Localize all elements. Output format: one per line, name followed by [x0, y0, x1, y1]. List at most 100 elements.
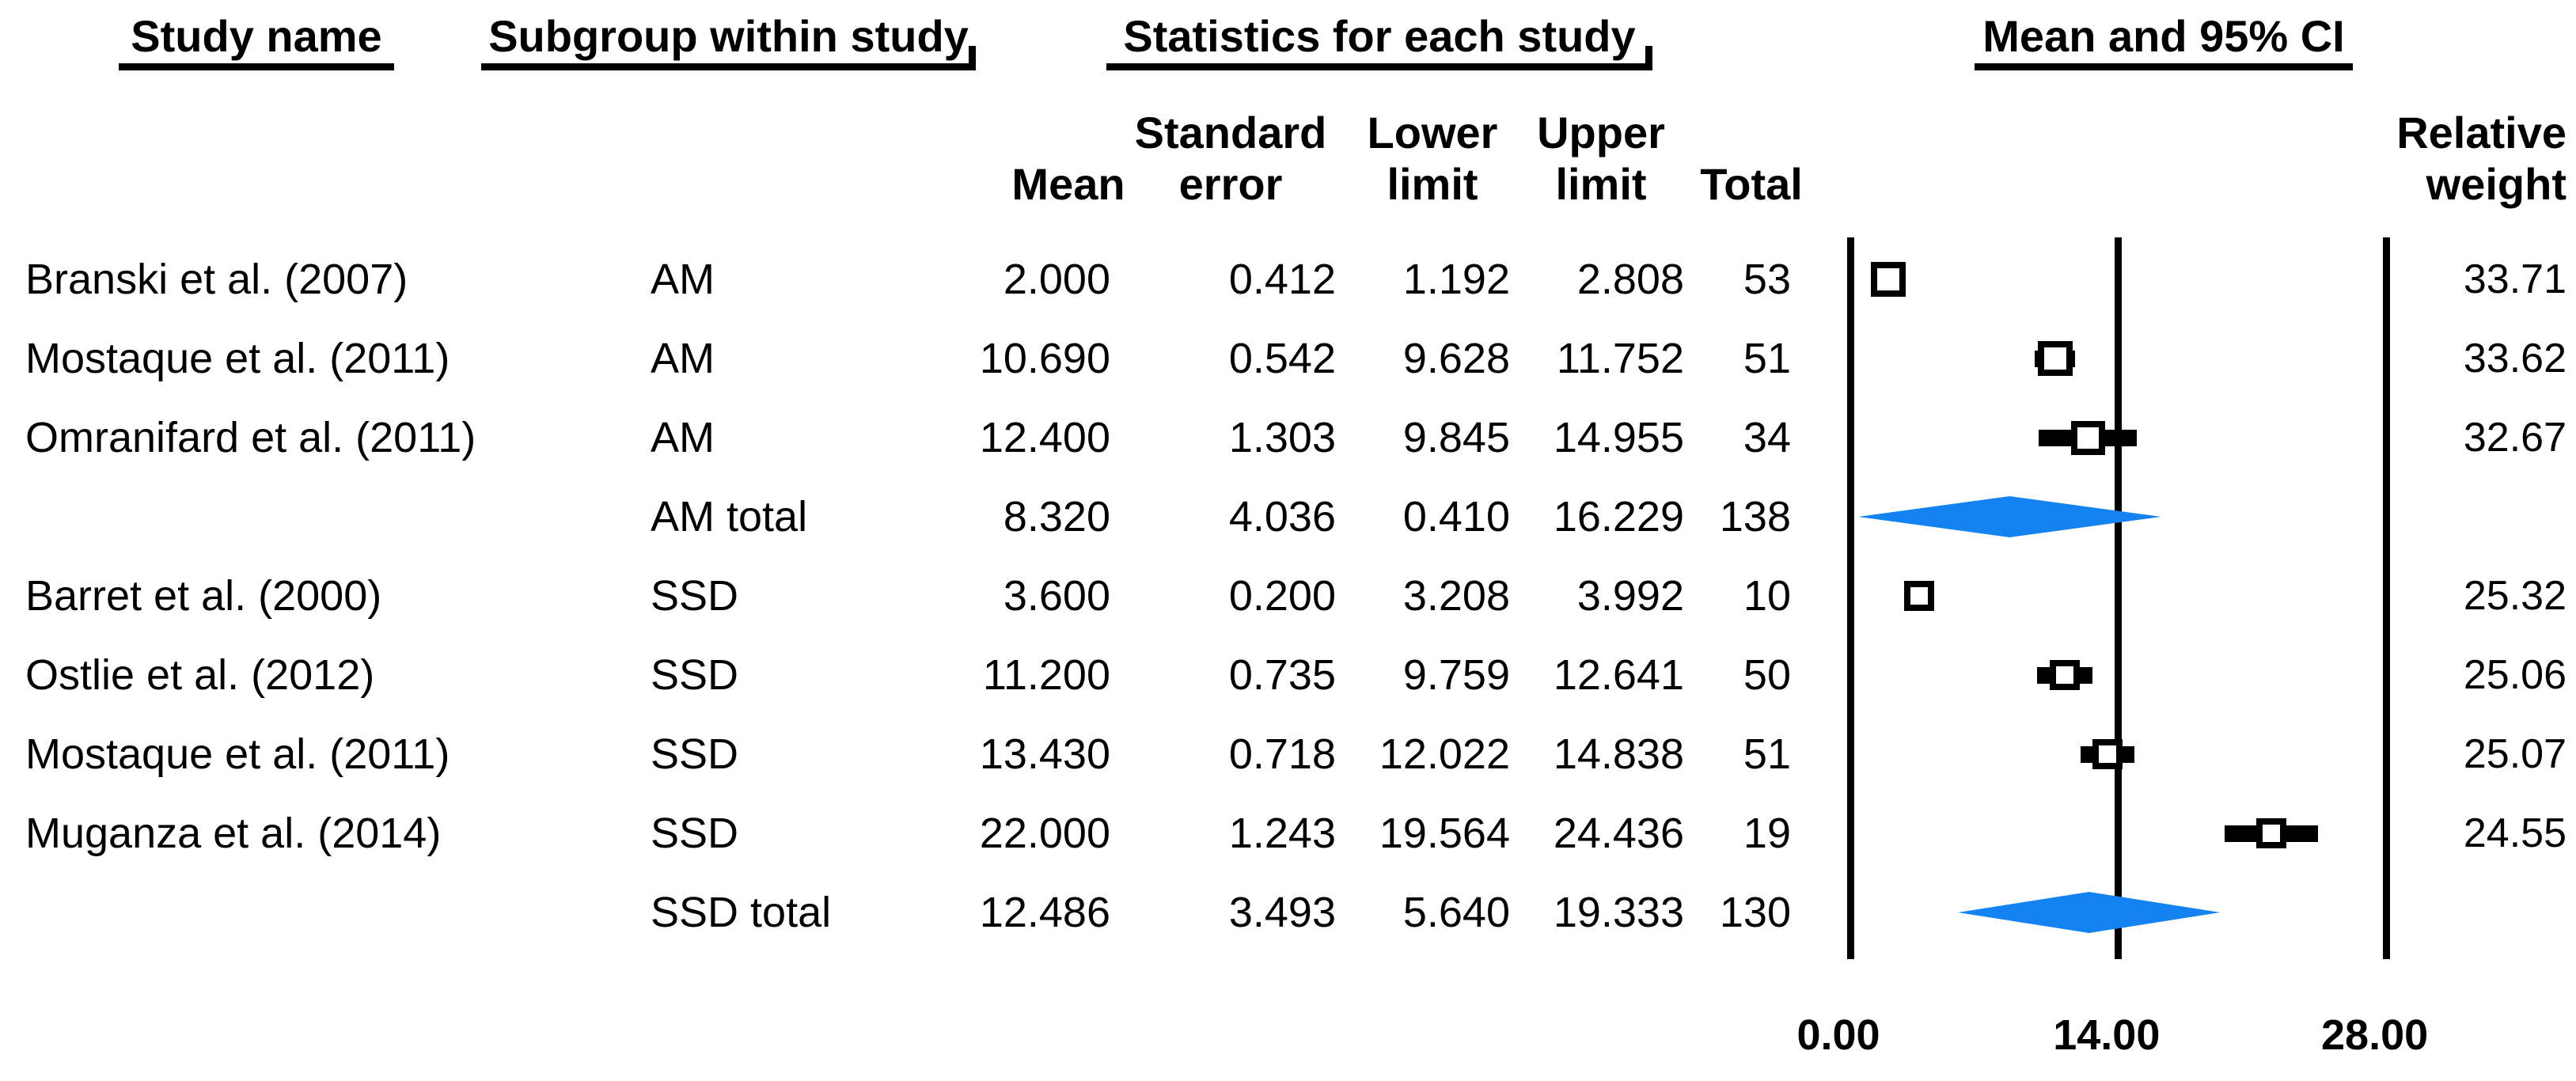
table-row: Ostlie et al. (2012) SSD 11.200 0.735 9.759 1… — [0, 635, 2576, 715]
point-estimate-square — [2037, 341, 2073, 376]
table-row-summary: AM total 8.320 4.036 0.410 16.229 138 — [0, 477, 2576, 556]
table-row: Muganza et al. (2014) SSD 22.000 1.243 19.56… — [0, 794, 2576, 873]
relative-weight-cell: 25.06 — [2463, 652, 2567, 698]
upper-limit-cell: 16.229 — [1553, 493, 1684, 540]
axis-tick-label-0: 0.00 — [1796, 1011, 1880, 1059]
upper-limit-cell: 12.641 — [1553, 651, 1684, 699]
total-cell: 51 — [1743, 335, 1791, 382]
subgroup-cell: AM — [651, 256, 715, 303]
col-header-lower: Lower — [1367, 108, 1498, 157]
upper-limit-cell: 3.992 — [1576, 572, 1684, 620]
relative-weight-cell: 24.55 — [2463, 810, 2567, 856]
relative-weight-cell: 32.67 — [2463, 415, 2567, 461]
relative-weight-cell — [2297, 494, 2567, 540]
total-cell: 51 — [1743, 730, 1791, 778]
mean-cell: 12.486 — [979, 889, 1110, 936]
relative-weight-cell: 33.62 — [2463, 336, 2567, 381]
col-header-error: error — [1178, 159, 1283, 209]
point-estimate-square — [2070, 420, 2105, 455]
upper-limit-cell: 2.808 — [1576, 256, 1684, 303]
summary-diamond — [1857, 496, 2161, 537]
table-row-summary: SSD total 12.486 3.493 5.640 19.333 130 — [0, 873, 2576, 952]
lower-limit-cell: 9.759 — [1402, 651, 1510, 699]
summary-diamond — [1958, 892, 2221, 933]
total-cell: 19 — [1743, 810, 1791, 857]
point-estimate-square — [2050, 660, 2081, 690]
lower-limit-cell: 12.022 — [1379, 730, 1510, 778]
axis-line-center — [2115, 237, 2123, 959]
subgroup-cell: SSD — [651, 651, 739, 699]
study-name-cell: Barret et al. (2000) — [25, 572, 382, 620]
col-header-limit-lower: limit — [1387, 159, 1478, 209]
underline-hook — [969, 46, 976, 70]
relative-weight-cell: 25.32 — [2463, 573, 2567, 619]
upper-limit-cell: 14.955 — [1553, 414, 1684, 461]
header-mean-ci: Mean and 95% CI — [1982, 11, 2345, 61]
lower-limit-cell: 0.410 — [1402, 493, 1510, 540]
col-header-limit-upper: limit — [1555, 159, 1647, 209]
standard-error-cell: 0.735 — [1228, 651, 1336, 699]
header-subgroup: Subgroup within study — [488, 11, 969, 61]
header-statistics-underline — [1106, 46, 1652, 70]
study-name-cell: Ostlie et al. (2012) — [25, 651, 375, 699]
table-row: Omranifard et al. (2011) AM 12.400 1.303 9.8… — [0, 398, 2576, 477]
header-statistics: Statistics for each study — [1123, 11, 1636, 61]
upper-limit-cell: 11.752 — [1556, 335, 1684, 382]
subgroup-cell: AM — [651, 414, 715, 461]
point-estimate-square — [2256, 818, 2287, 848]
standard-error-cell: 0.200 — [1228, 572, 1336, 620]
total-cell: 138 — [1719, 493, 1791, 540]
header-study-name-underline — [119, 63, 394, 70]
mean-cell: 12.400 — [979, 414, 1110, 461]
subgroup-cell: SSD — [651, 730, 739, 778]
axis-line-left — [1846, 237, 1854, 959]
lower-limit-cell: 1.192 — [1402, 256, 1510, 303]
header-mean-ci-underline — [1975, 63, 2353, 70]
axis-line-right — [2383, 237, 2391, 959]
table-row: Mostaque et al. (2011) SSD 13.430 0.718 12.0… — [0, 715, 2576, 794]
standard-error-cell: 1.303 — [1228, 414, 1336, 461]
upper-limit-cell: 19.333 — [1553, 889, 1684, 936]
total-cell: 50 — [1743, 651, 1791, 699]
study-name-cell: Omranifard et al. (2011) — [25, 414, 476, 461]
header-subgroup-underline — [481, 46, 976, 70]
lower-limit-cell: 19.564 — [1379, 810, 1510, 857]
subgroup-cell: AM — [651, 335, 715, 382]
subgroup-cell: AM total — [651, 493, 808, 540]
col-header-upper: Upper — [1537, 108, 1665, 157]
study-name-cell: Branski et al. (2007) — [25, 256, 408, 303]
point-estimate-square — [1871, 262, 1906, 297]
relative-weight-cell: 33.71 — [2463, 256, 2567, 302]
col-header-standard: Standard — [1134, 108, 1327, 157]
total-cell: 10 — [1743, 572, 1791, 620]
standard-error-cell: 0.542 — [1228, 335, 1336, 382]
col-header-weight: weight — [2426, 159, 2567, 209]
point-estimate-square — [2092, 739, 2123, 769]
subgroup-cell: SSD — [651, 810, 739, 857]
col-header-total: Total — [1700, 159, 1803, 209]
point-estimate-square — [1904, 581, 1935, 611]
table-row: Mostaque et al. (2011) AM 10.690 0.542 9.628… — [0, 319, 2576, 398]
study-name-cell: Mostaque et al. (2011) — [25, 335, 450, 382]
col-header-mean: Mean — [1011, 159, 1125, 209]
subgroup-cell: SSD — [651, 572, 739, 620]
standard-error-cell: 0.718 — [1228, 730, 1336, 778]
lower-limit-cell: 3.208 — [1402, 572, 1510, 620]
underline-hook — [1645, 46, 1652, 70]
total-cell: 130 — [1719, 889, 1791, 936]
table-row: Branski et al. (2007) AM 2.000 0.412 1.192 2.… — [0, 240, 2576, 319]
mean-cell: 8.320 — [1003, 493, 1110, 540]
upper-limit-cell: 24.436 — [1553, 810, 1684, 857]
relative-weight-cell — [2297, 889, 2567, 935]
mean-cell: 22.000 — [979, 810, 1110, 857]
standard-error-cell: 4.036 — [1228, 493, 1336, 540]
total-cell: 53 — [1743, 256, 1791, 303]
lower-limit-cell: 9.628 — [1402, 335, 1510, 382]
header-study-name: Study name — [131, 11, 382, 61]
study-name-cell: Mostaque et al. (2011) — [25, 730, 450, 778]
mean-cell: 11.200 — [982, 651, 1110, 699]
axis-tick-label-28: 28.00 — [2321, 1011, 2429, 1059]
standard-error-cell: 0.412 — [1228, 256, 1336, 303]
total-cell: 34 — [1743, 414, 1791, 461]
mean-cell: 10.690 — [979, 335, 1110, 382]
